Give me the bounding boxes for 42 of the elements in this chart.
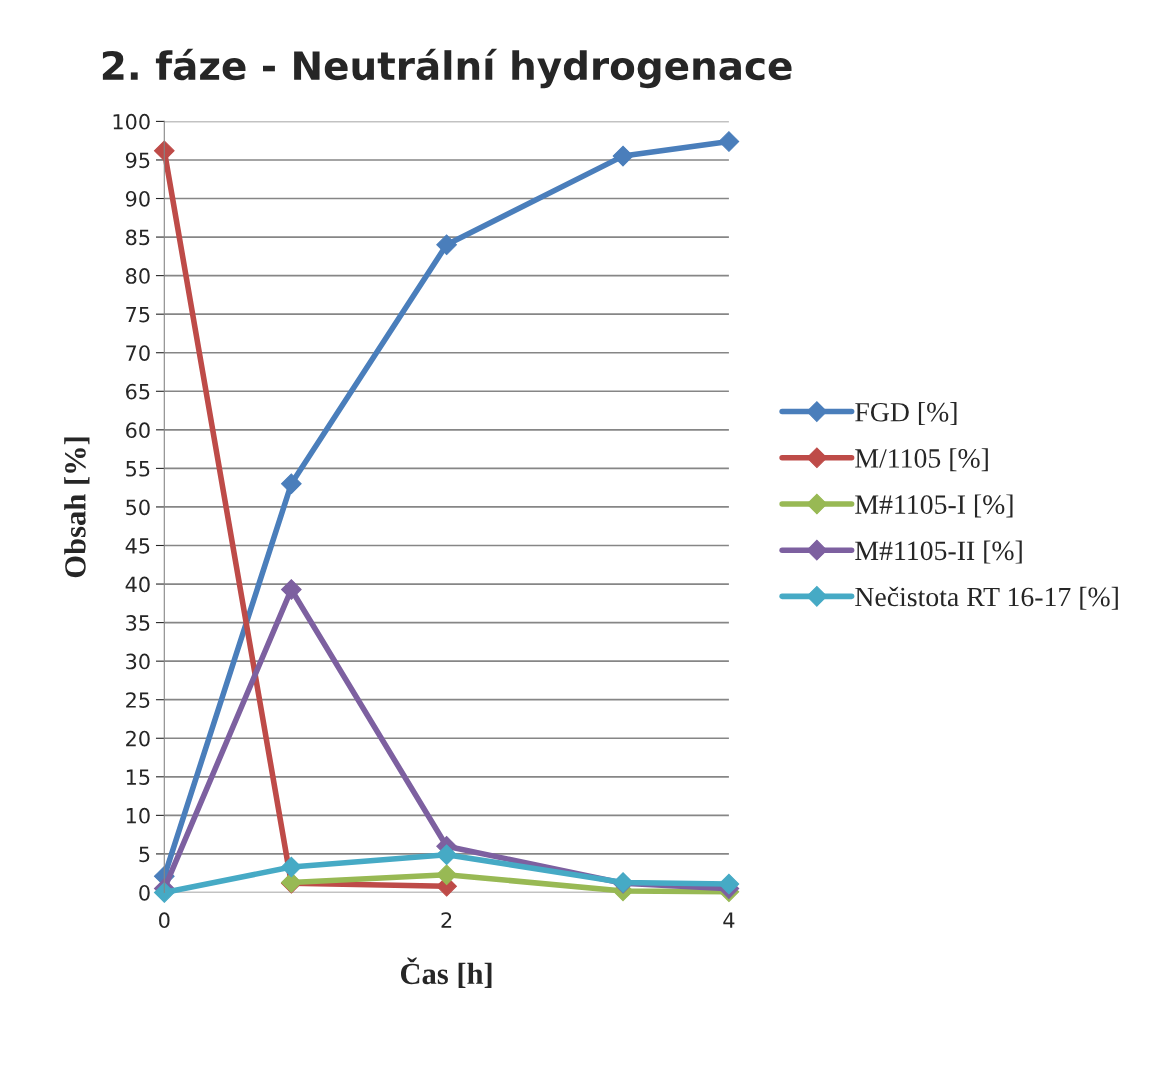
- y-tick-label: 60: [126, 422, 150, 439]
- y-tick-label: 95: [125, 152, 150, 169]
- y-tick-label: 65: [126, 383, 150, 400]
- point: [280, 473, 302, 495]
- y-tick-label: 55: [126, 461, 150, 477]
- x-tick-label: 0: [159, 912, 170, 929]
- legend-label: M/1105 [%]: [855, 448, 988, 472]
- y-tick-label: 10: [126, 807, 150, 824]
- y-tick-label: 0: [139, 884, 150, 901]
- y-tick-label: 45: [125, 538, 150, 554]
- x-tick-label: 4: [723, 912, 735, 928]
- legend-label: M#1105-I [%]: [855, 494, 1013, 518]
- y-tick-label: 70: [126, 345, 150, 361]
- y-tick-label: 50: [126, 499, 150, 516]
- y-tick-label: 40: [125, 576, 150, 593]
- y-tick-label: 90: [125, 190, 150, 207]
- y-tick-label: 75: [126, 306, 150, 323]
- y-tick-label: 80: [126, 268, 150, 284]
- point: [718, 873, 740, 895]
- point: [718, 131, 740, 152]
- y-tick-label: 85: [126, 229, 150, 246]
- y-tick-label: 20: [126, 730, 150, 747]
- point: [280, 856, 302, 878]
- point: [436, 864, 457, 886]
- legend-label: FGD [%]: [855, 402, 957, 426]
- x-axis-title: Čas [h]: [400, 957, 492, 988]
- y-tick-label: 15: [126, 769, 150, 786]
- y-tick-label: 25: [126, 692, 150, 708]
- y-tick-label: 35: [126, 615, 150, 631]
- point: [612, 145, 634, 167]
- y-tick-label: 5: [139, 846, 150, 863]
- x-tick-label: 2: [441, 912, 452, 928]
- legend-label: M#1105-II [%]: [855, 540, 1022, 564]
- y-axis-title: Obsah [%]: [64, 437, 90, 578]
- y-tick-label: 100: [113, 113, 150, 130]
- point: [153, 140, 175, 162]
- point: [436, 234, 457, 256]
- point: [436, 844, 457, 866]
- legend-label: Nečistota RT 16-17 [%]: [855, 586, 1118, 610]
- chart-title: 2. fáze - Neutrální hydrogenace: [102, 48, 792, 89]
- point: [280, 579, 302, 600]
- y-tick-label: 30: [126, 653, 150, 670]
